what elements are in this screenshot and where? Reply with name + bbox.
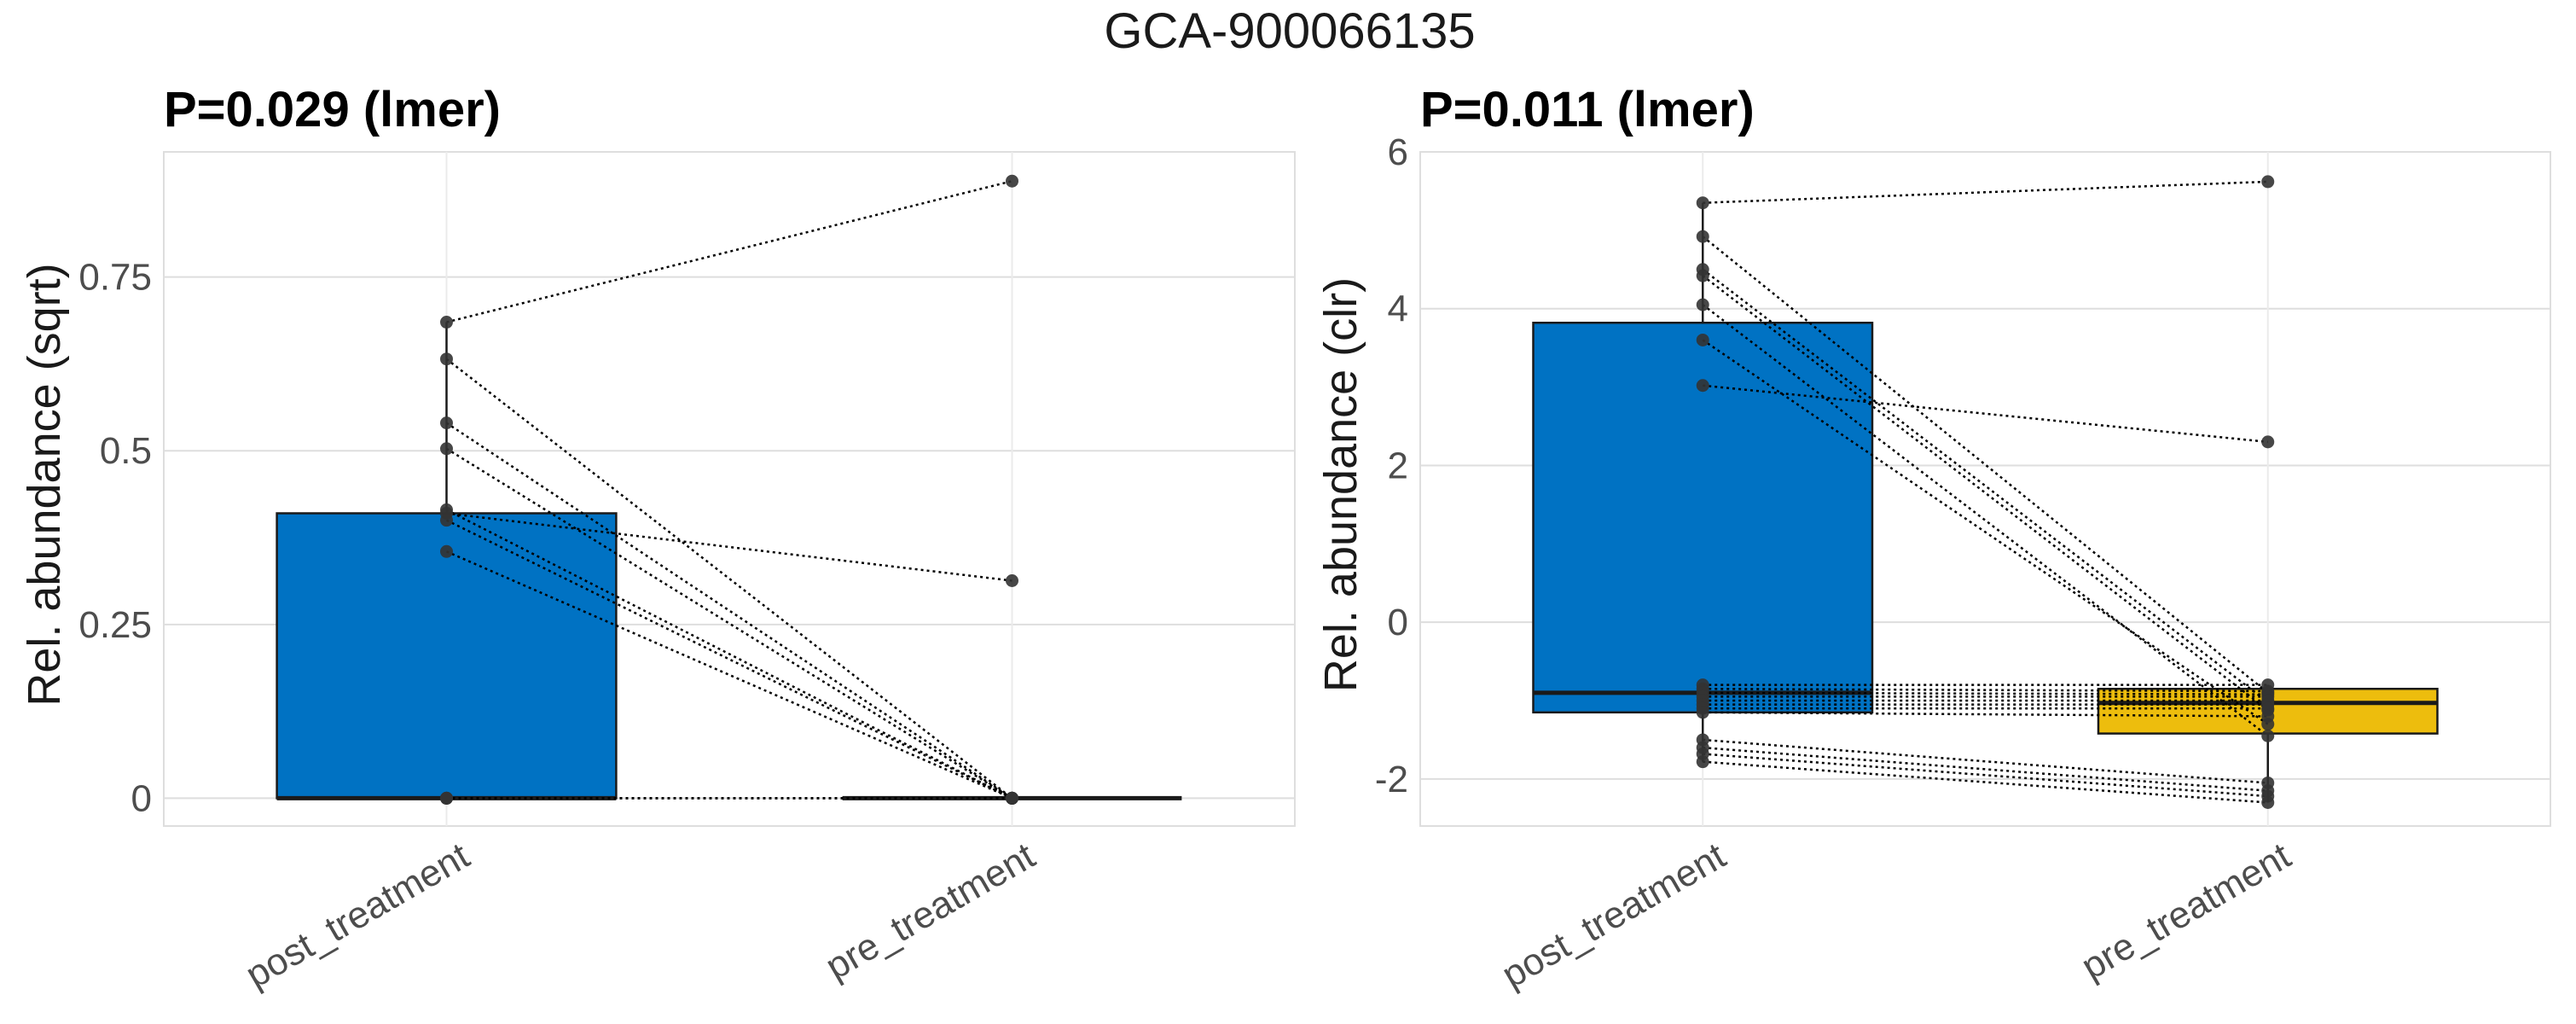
data-point-pre [2261,729,2275,742]
data-point-pre [2261,709,2275,723]
pair-line [1702,268,2269,703]
pair-line [445,509,1013,800]
pair-line [446,179,1012,323]
pair-line [1703,760,2268,804]
pair-line [1702,236,2269,694]
data-point-post [440,316,453,329]
y-tick-label: 4 [1388,288,1408,330]
y-tick-label: -2 [1375,759,1408,800]
data-point-pre [2261,175,2275,189]
data-point-post [1696,196,1709,210]
data-point-pre [1006,574,1018,588]
data-point-pre [2261,795,2275,809]
x-tick-label: post_treatment [1495,835,1733,996]
panel-clr: P=0.011 (lmer) Rel. abundance (clr) -2 0 2… [1315,82,2551,996]
pair-line [1703,691,2268,695]
x-tick-label: pre_treatment [819,835,1042,987]
pair-line [446,550,1012,800]
y-axis-label: Rel. abundance (clr) [1315,277,1366,692]
data-point-post [440,514,453,527]
pair-line [1703,384,2268,444]
box-post_treatment [276,512,618,800]
pair-line [1703,738,2268,784]
panel-title: P=0.029 (lmer) [164,82,501,137]
data-point-post [1696,706,1709,719]
data-point-pre [2261,435,2275,449]
y-tick-label: 2 [1388,445,1408,486]
pair-line [1702,304,2269,737]
data-point-post [1696,333,1709,346]
y-tick-label: 0.5 [100,430,152,472]
y-tick-label: 0.25 [78,604,152,646]
data-point-post [440,352,453,366]
y-tick-label: 0.75 [78,257,152,299]
figure-title: GCA-900066135 [1104,3,1475,59]
y-tick-label: 0 [131,777,152,819]
data-point-pre [1006,174,1018,188]
pair-line [1703,753,2268,798]
y-tick-label: 6 [1388,131,1408,173]
pair-line [1702,339,2269,725]
pair-line [1703,180,2268,204]
data-point-post [440,442,453,456]
data-point-post [440,416,453,430]
data-point-post [440,544,453,558]
pair-line [1703,711,2268,718]
pair-line [1703,687,2268,693]
pair-line [1703,746,2268,792]
data-point-post [1696,298,1709,311]
x-tick-label: pre_treatment [2074,835,2298,987]
data-point-pre [1006,791,1018,805]
data-point-post [1696,379,1709,393]
x-tick-label: post_treatment [239,835,477,996]
data-point-post [440,791,453,805]
data-point-post [1696,230,1709,243]
panel-title: P=0.011 (lmer) [1420,82,1755,137]
data-point-post [1696,269,1709,282]
data-point-post [1696,755,1709,769]
y-axis-label: Rel. abundance (sqrt) [19,263,70,706]
panel-sqrt: P=0.029 (lmer) Rel. abundance (sqrt) 0 0.… [19,82,1296,996]
y-tick-label: 0 [1388,602,1408,643]
